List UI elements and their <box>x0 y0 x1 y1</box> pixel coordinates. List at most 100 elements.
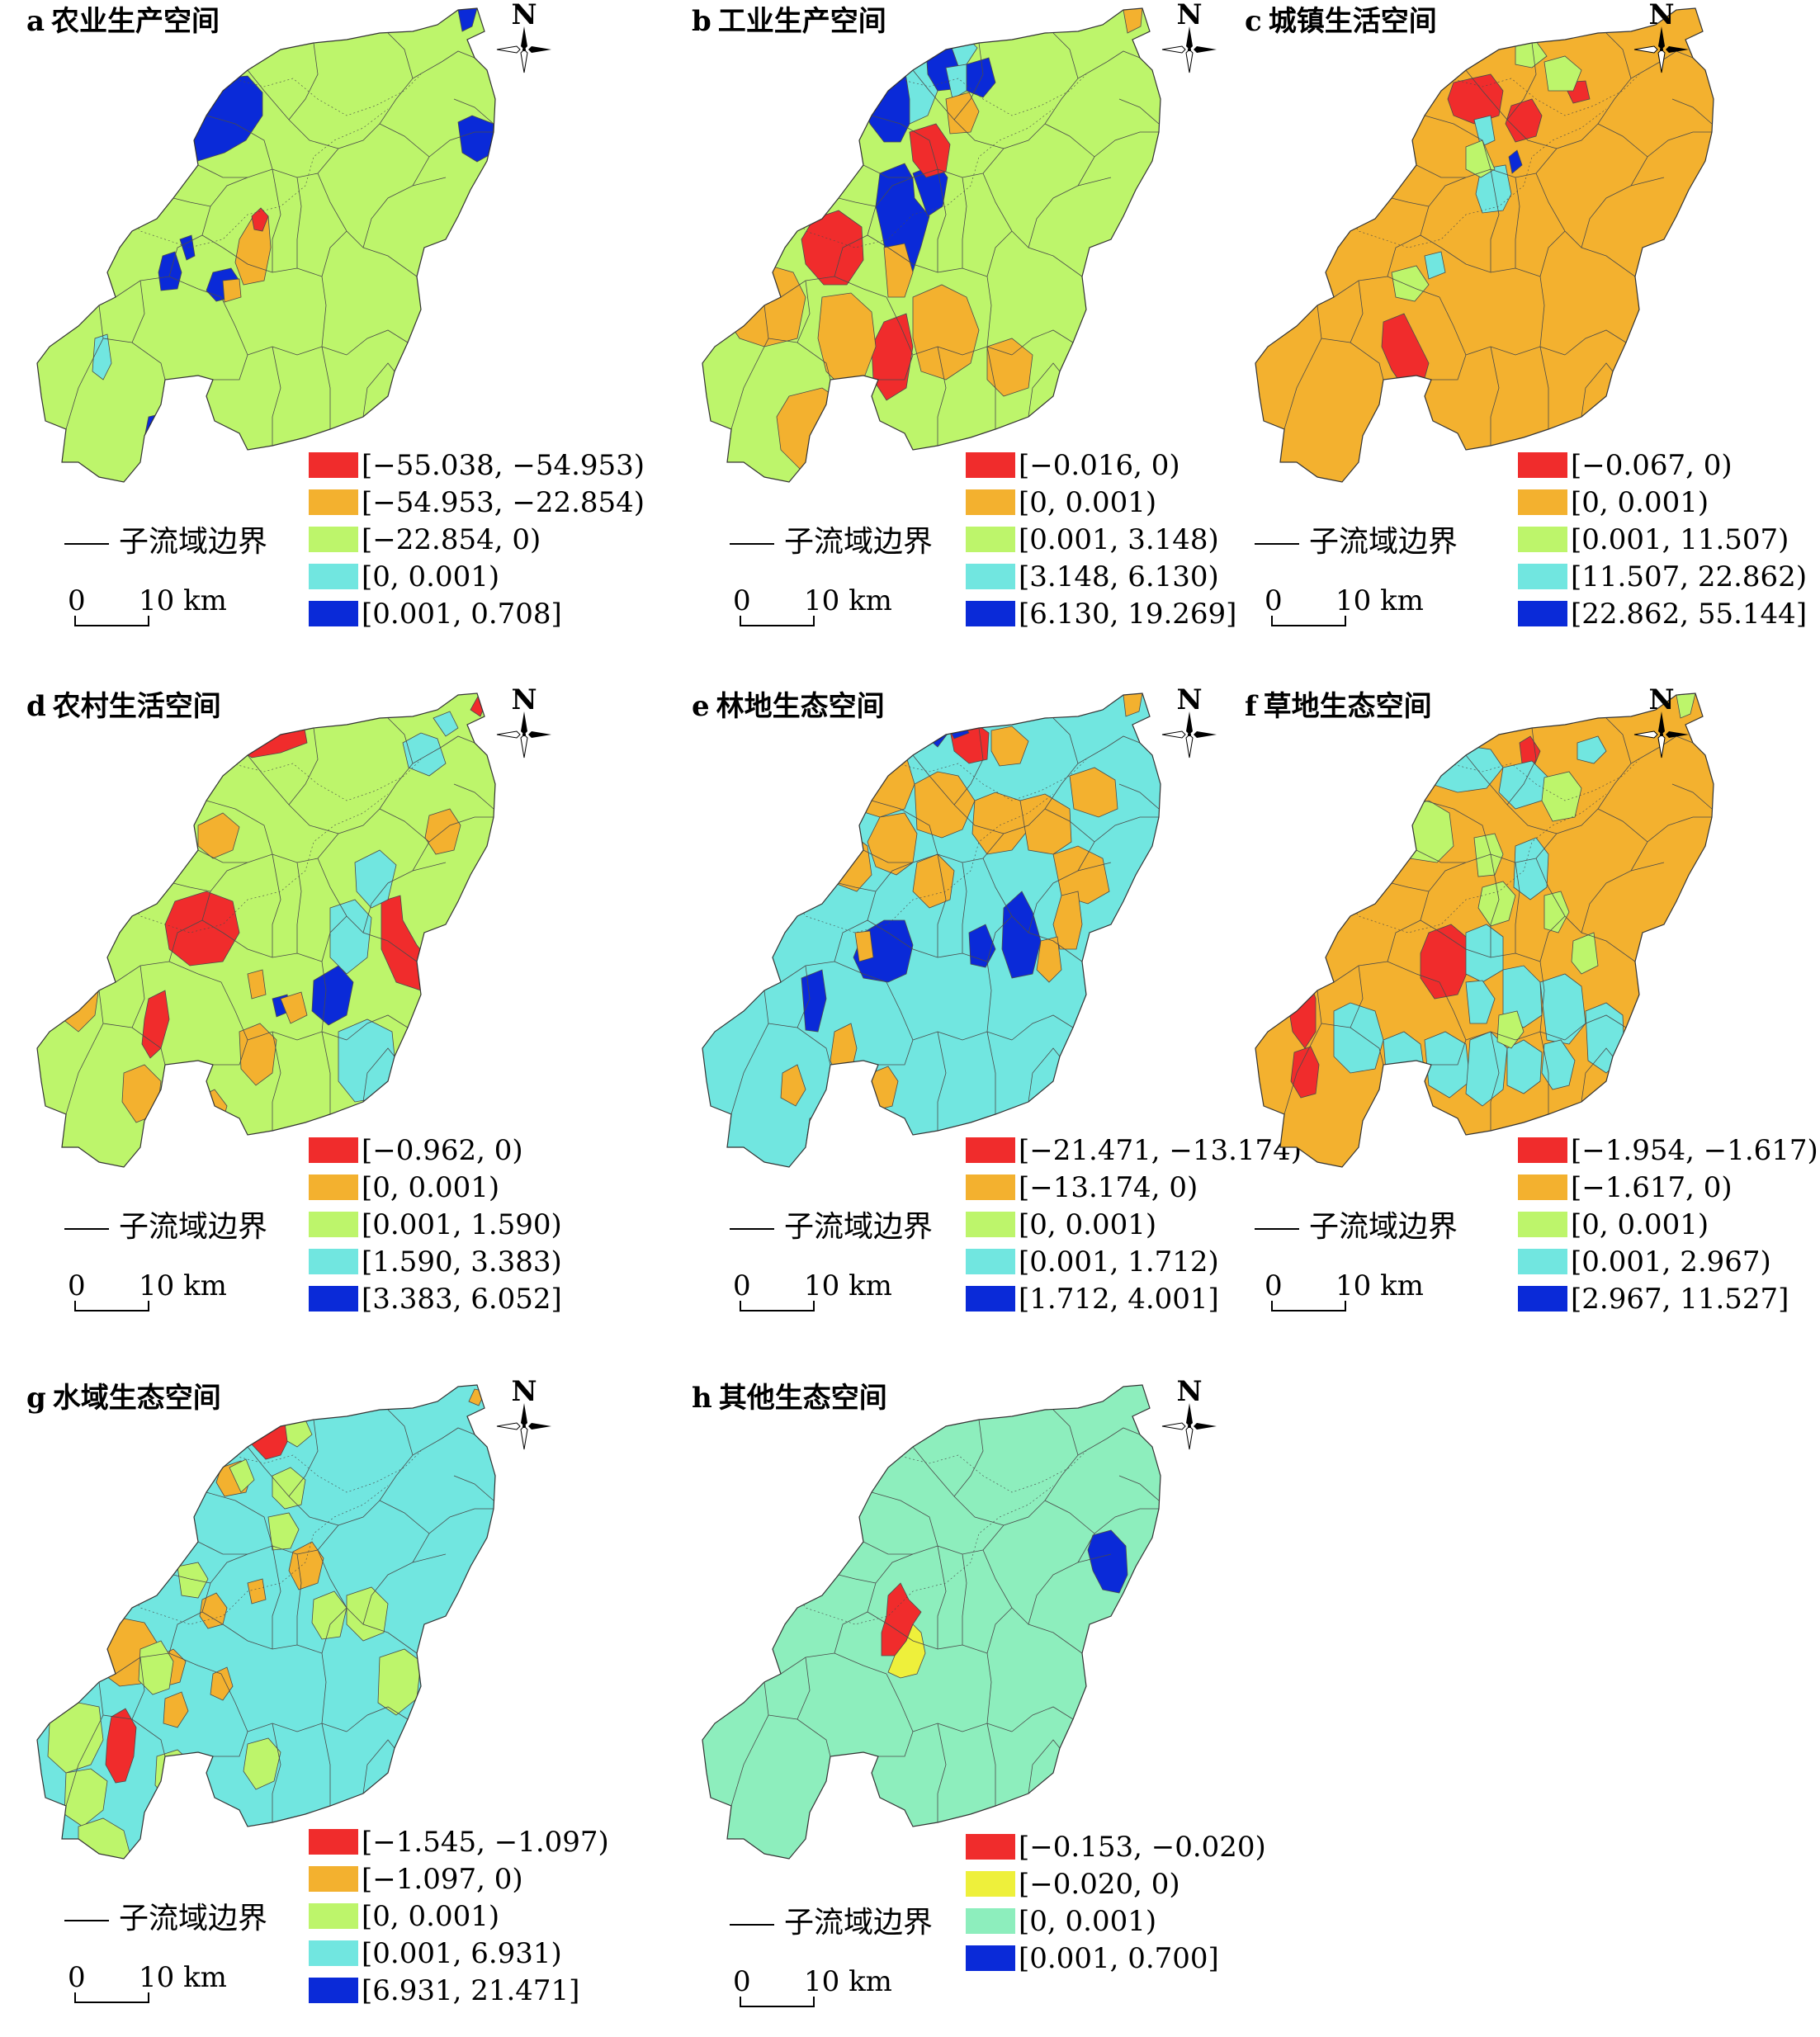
legend-label: [−22.854, 0) <box>362 523 541 556</box>
scale-zero-label: 0 <box>733 1269 751 1302</box>
boundary-label: 子流域边界 <box>784 1210 934 1244</box>
subbasin-boundary-line <box>1028 1739 1061 1794</box>
north-arrow: N <box>1633 683 1690 759</box>
basin-map <box>36 7 496 483</box>
subbasin-boundary-line <box>1605 32 1632 79</box>
subbasin-boundary-line <box>346 329 409 356</box>
subbasin-boundary-line <box>982 173 1083 277</box>
basin-map <box>702 7 1161 483</box>
subbasin-boundary-line <box>272 1723 281 1822</box>
subbasin-boundary-line <box>986 276 992 347</box>
boundary-line-icon <box>64 1920 109 1921</box>
scale-bar-line <box>1271 616 1346 626</box>
subbasin-boundary-line <box>937 853 947 957</box>
scale-zero-label: 0 <box>1265 1269 1283 1302</box>
subbasin-boundary-line <box>1350 280 1364 343</box>
subbasin-cyan <box>1541 1039 1576 1090</box>
subbasin-boundary-line <box>1028 362 1061 418</box>
subbasin-boundary-line <box>1597 123 1648 158</box>
subbasin-boundary-line <box>387 1409 414 1456</box>
basin-outline <box>1255 692 1714 1168</box>
legend-label: [0.001, 1.590) <box>362 1208 562 1241</box>
legend-label: [0.001, 3.148) <box>1019 523 1219 556</box>
subbasin-boundary-line <box>1465 168 1537 178</box>
boundary-legend: 子流域边界 <box>64 524 267 560</box>
subbasin-boundary-line <box>82 108 389 248</box>
subbasin-boundary-line <box>768 1023 831 1066</box>
subbasin-orange <box>247 1578 267 1605</box>
subbasin-boundary-line <box>1490 853 1500 957</box>
subbasin-boundary-line <box>206 800 273 855</box>
subbasin-cyan <box>797 53 868 104</box>
subbasin-boundary-line <box>173 1574 211 1584</box>
legend-swatch-green <box>1518 527 1567 552</box>
subbasin-boundary-line <box>201 1553 248 1613</box>
panel-letter: b <box>692 5 711 38</box>
north-label: N <box>1648 0 1675 31</box>
subbasin-boundary-line <box>1028 862 1112 933</box>
subbasin-boundary-line <box>747 108 1054 248</box>
compass-icon <box>496 711 551 759</box>
subbasin-blue <box>1001 891 1042 979</box>
scale-bar-line <box>74 1301 149 1312</box>
subbasin-boundary-line <box>1539 346 1549 429</box>
subbasin-boundary-line <box>1465 346 1566 356</box>
map-panel-b: b 工业生产空间 N [−0.016, 0) [0, 0.001) [0.001, 3.1… <box>665 0 1243 660</box>
legend-swatch-green <box>966 1212 1015 1237</box>
boundary-legend: 子流域边界 <box>730 1209 933 1245</box>
subbasin-boundary-line <box>441 1427 475 1439</box>
panel-title: h 其他生态空间 <box>692 1375 887 1416</box>
subbasin-boundary-line <box>131 1657 145 1720</box>
legend-label: [22.862, 55.144] <box>1571 598 1808 631</box>
north-label: N <box>1176 1375 1203 1408</box>
subbasin-red <box>141 990 170 1059</box>
subbasin-boundary-line <box>453 98 494 125</box>
panel-letter: h <box>692 1382 712 1415</box>
subbasin-green <box>346 1586 389 1642</box>
panel-title: g 水域生态空间 <box>26 1375 221 1416</box>
subbasin-boundary-line <box>768 1714 831 1757</box>
subbasin-blue <box>1087 1529 1128 1594</box>
legend-label: [−1.545, −1.097) <box>362 1826 609 1859</box>
subbasin-boundary-line <box>317 1549 418 1654</box>
subbasin-boundary-line <box>173 197 211 207</box>
subbasin-boundary-line <box>1490 1031 1500 1131</box>
basin-map <box>36 1384 496 1860</box>
subbasin-boundary-line <box>412 131 494 187</box>
subbasin-boundary-line <box>1011 329 1074 356</box>
legend-swatch-yellow <box>966 1871 1015 1897</box>
subbasin-boundary-line <box>962 862 967 953</box>
legend-label: [0, 0.001) <box>1571 486 1709 519</box>
subbasin-cyan <box>1465 924 1504 983</box>
subbasin-boundary-line <box>867 1553 914 1613</box>
subbasin-green <box>243 1737 281 1790</box>
boundary-label: 子流域边界 <box>784 525 934 559</box>
scale-bar: 0 10 km <box>733 584 915 634</box>
subbasin-boundary-line <box>247 1723 347 1732</box>
subbasin-boundary-line <box>962 1553 967 1645</box>
legend-swatch-mint <box>966 1908 1015 1934</box>
subbasin-cyan <box>329 899 372 975</box>
legend-swatch-blue <box>309 601 358 626</box>
legend-swatch-green <box>1518 1212 1567 1237</box>
subbasin-green <box>377 1648 422 1716</box>
subbasin-orange <box>912 284 980 380</box>
subbasin-boundary-line <box>1044 61 1108 125</box>
scale-bar: 0 10 km <box>68 1269 249 1319</box>
scale-bar: 0 10 km <box>733 1269 915 1319</box>
subbasin-boundary-line <box>953 1419 984 1497</box>
north-label: N <box>1648 683 1675 716</box>
subbasin-orange <box>210 1666 234 1701</box>
subbasin-boundary-line <box>1106 735 1141 748</box>
subbasin-orange <box>163 1691 189 1728</box>
legend-label: [3.148, 6.130) <box>1019 560 1219 593</box>
subbasin-boundary-line <box>362 1047 395 1103</box>
subbasin-boundary-line <box>937 346 947 446</box>
subbasin-boundary-line <box>247 168 319 178</box>
subbasin-boundary-line <box>912 1723 1013 1732</box>
subbasin-boundary-line <box>387 717 414 764</box>
north-label: N <box>1176 0 1203 31</box>
subbasin-red <box>801 210 864 286</box>
legend-label: [0, 0.001) <box>1019 1208 1157 1241</box>
boundary-legend: 子流域边界 <box>1255 1209 1458 1245</box>
